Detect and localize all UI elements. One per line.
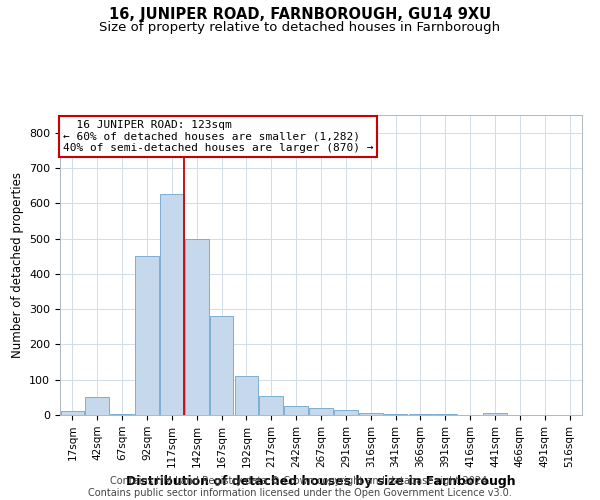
Bar xyxy=(210,316,233,415)
Bar xyxy=(334,410,358,415)
Text: 16, JUNIPER ROAD, FARNBOROUGH, GU14 9XU: 16, JUNIPER ROAD, FARNBOROUGH, GU14 9XU xyxy=(109,8,491,22)
Bar xyxy=(359,413,383,415)
Bar xyxy=(433,414,457,415)
Bar xyxy=(309,408,333,415)
Bar xyxy=(110,414,134,415)
Bar xyxy=(160,194,184,415)
X-axis label: Distribution of detached houses by size in Farnborough: Distribution of detached houses by size … xyxy=(126,475,516,488)
Text: Contains HM Land Registry data © Crown copyright and database right 2024.
Contai: Contains HM Land Registry data © Crown c… xyxy=(88,476,512,498)
Bar xyxy=(483,413,507,415)
Bar xyxy=(85,398,109,415)
Bar xyxy=(61,412,84,415)
Bar xyxy=(259,396,283,415)
Bar xyxy=(185,238,209,415)
Text: 16 JUNIPER ROAD: 123sqm  
← 60% of detached houses are smaller (1,282)
40% of se: 16 JUNIPER ROAD: 123sqm ← 60% of detache… xyxy=(62,120,373,152)
Bar xyxy=(235,376,258,415)
Bar xyxy=(284,406,308,415)
Text: Size of property relative to detached houses in Farnborough: Size of property relative to detached ho… xyxy=(100,21,500,34)
Bar xyxy=(384,414,407,415)
Bar xyxy=(409,414,432,415)
Bar xyxy=(135,256,159,415)
Y-axis label: Number of detached properties: Number of detached properties xyxy=(11,172,23,358)
